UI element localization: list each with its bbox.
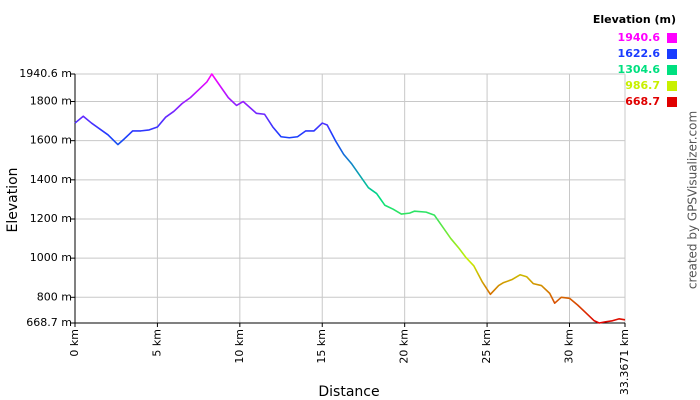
x-tick-label: 33.3671 km — [618, 329, 631, 395]
legend-label: 668.7 — [625, 95, 660, 108]
y-tick-label: 668.7 m — [26, 316, 72, 329]
y-tick-label: 1940.6 m — [19, 67, 72, 80]
credit: created by GPSVisualizer.com — [686, 111, 700, 289]
y-tick-label: 1600 m — [30, 134, 72, 147]
x-tick-label: 20 km — [398, 329, 411, 364]
legend-swatch — [667, 65, 677, 75]
x-tick-label: 5 km — [150, 329, 163, 357]
legend-label: 1304.6 — [618, 63, 661, 76]
y-tick-label: 1400 m — [30, 173, 72, 186]
legend-swatch — [667, 81, 677, 91]
x-tick-label: 0 km — [68, 329, 81, 357]
elevation-line — [74, 73, 626, 324]
legend-swatch — [667, 97, 677, 107]
legend-title: Elevation (m) — [593, 13, 676, 26]
x-tick-label: 10 km — [233, 329, 246, 364]
legend-label: 986.7 — [625, 79, 660, 92]
y-tick-label: 800 m — [37, 290, 72, 303]
y-tick-label: 1000 m — [30, 251, 72, 264]
legend-label: 1940.6 — [618, 31, 661, 44]
x-tick-label: 15 km — [315, 329, 328, 364]
y-tick-label: 1800 m — [30, 95, 72, 108]
y-tick-label: 1200 m — [30, 212, 72, 225]
y-axis-title: Elevation — [5, 167, 21, 232]
legend-swatch — [667, 49, 677, 59]
x-tick-label: 30 km — [562, 329, 575, 364]
legend-label: 1622.6 — [618, 47, 661, 60]
x-axis-title: Distance — [318, 384, 379, 400]
legend-swatch — [667, 33, 677, 43]
x-tick-label: 25 km — [480, 329, 493, 364]
